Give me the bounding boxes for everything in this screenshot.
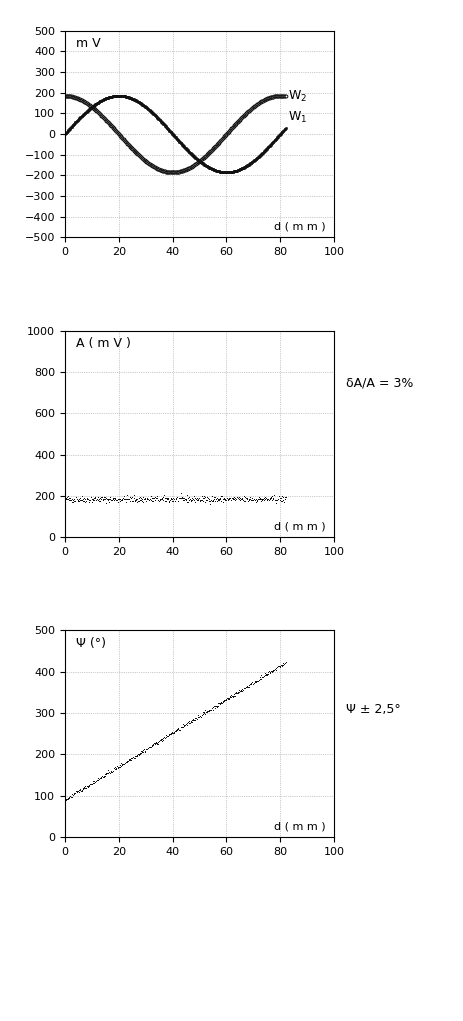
- Text: d ( m m ): d ( m m ): [274, 821, 325, 831]
- Text: Ψ (°): Ψ (°): [75, 637, 106, 649]
- Text: d ( m m ): d ( m m ): [274, 521, 325, 531]
- Text: W$_2$: W$_2$: [288, 89, 307, 104]
- Text: A ( m V ): A ( m V ): [75, 337, 130, 350]
- Text: Ψ ± 2,5°: Ψ ± 2,5°: [345, 703, 400, 716]
- Text: m V: m V: [75, 37, 100, 50]
- Text: d ( m m ): d ( m m ): [274, 222, 325, 231]
- Text: W$_1$: W$_1$: [288, 110, 307, 125]
- Text: δA/A = 3%: δA/A = 3%: [345, 377, 412, 389]
